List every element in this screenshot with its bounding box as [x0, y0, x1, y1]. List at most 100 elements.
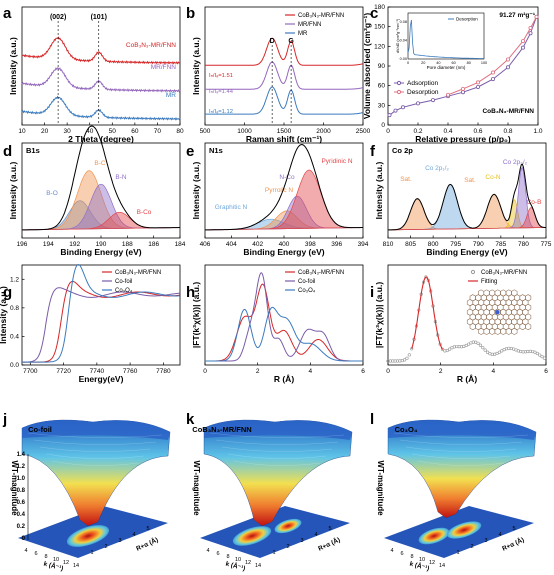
panel-b-xtick-label: 1000: [237, 128, 252, 135]
panel-c-marker: [528, 31, 533, 36]
graphene-hexagon: [469, 323, 476, 331]
panel-i-ylabel: |FT(k³χ(k))| (a.u.): [374, 282, 384, 348]
panel-c-sample-label: CoB₃N₃-MR/FNN: [482, 108, 534, 115]
panel-j-surface-top: [22, 420, 170, 440]
panel-c-marker: [505, 65, 510, 70]
panel-b-annotation: D: [270, 38, 275, 45]
panel-k-zlabel: WT-magnitude: [192, 460, 201, 516]
panel-a-axes: 10 20 30 40 50 60 70 80 2 Theta (degree) Intensit…: [8, 6, 184, 144]
panel-i-data-point: [500, 349, 504, 353]
panel-j-rlabel: R+α (Å): [134, 535, 159, 553]
panel-e-envelope: [205, 143, 363, 231]
panel-letter-e: e: [186, 143, 194, 160]
panel-f-xlabel: Binding Energy (eV): [426, 247, 507, 257]
panel-h-xtick-label: 0: [203, 368, 207, 375]
panel-k-mesh-line: [215, 439, 339, 445]
panel-c-inset-frame: [407, 12, 485, 60]
panel-j-ztick-label: 0.6: [17, 500, 26, 506]
panel-k-ktick-label: 8: [226, 554, 229, 560]
panel-k-hotspot: [232, 526, 272, 546]
panel-c-marker: [528, 25, 533, 30]
panel-letter-h: h: [186, 284, 195, 301]
panel-h-legend-label: CoB₃N₃-MR/FNN: [298, 270, 344, 276]
panel-f-component-label: Co 2p₁/₂: [425, 165, 449, 172]
panel-l-mesh-line: [411, 453, 511, 459]
panel-i-legend-marker: [470, 269, 476, 275]
panel-c-inset-line: [407, 19, 484, 59]
panel-a-xtick-label: 10: [18, 128, 26, 135]
panel-b-ylabel: Intensity (a.u.): [191, 37, 201, 95]
panel-b-xtick-label: 500: [200, 128, 211, 135]
panel-j-ztick-label: 0.4: [17, 512, 26, 518]
panel-g-xtick-label: 7760: [123, 368, 138, 375]
panel-j-ktick-label: 14: [73, 563, 79, 569]
panel-c-inset-xtick: 60: [451, 61, 455, 65]
panel-i-data-point: [533, 350, 537, 354]
panel-h-legend-label: Co-foil: [298, 279, 315, 285]
panel-h-series-line: [205, 306, 363, 362]
panel-c-marker: [490, 70, 495, 75]
panel-c-legend-label: Adsorption: [407, 80, 438, 87]
panel-g-ytick-label: 0.8: [10, 305, 19, 312]
panel-f-xtick-label: 795: [450, 241, 461, 248]
panel-k-rtick-label: 5: [328, 526, 331, 532]
panel-i-data-point: [476, 341, 480, 345]
panel-b-series-line: [205, 86, 363, 115]
panel-h-legend-label: Co₃O₄: [298, 288, 316, 294]
panel-j-ztick-label: 0.8: [17, 488, 26, 494]
panel-c-ytick-label: 0: [381, 122, 385, 129]
panel-j-ktick-label: 8: [44, 554, 47, 560]
panel-c-marker: [460, 86, 465, 91]
panel-c-inset-ytick: 0.00: [400, 57, 407, 61]
panel-c-inset-xtick: 80: [467, 61, 471, 65]
panel-c-marker: [430, 98, 435, 103]
panel-a-xtick-label: 20: [41, 128, 49, 135]
panel-i-xtick-label: 0: [386, 368, 390, 375]
panel-i-data-point: [464, 343, 468, 348]
panel-k-rtick-label: 2: [286, 544, 289, 550]
panel-j-rtick-label: 4: [132, 532, 135, 538]
panel-i-axes: 0 2 4 6 R (Å) |FT(k³χ(k))| (a.u.) CoB₃N₃-MR/FN…: [374, 264, 548, 384]
panel-d-xtick-label: 188: [122, 241, 133, 248]
panel-f-xtick-label: 800: [428, 241, 439, 248]
panel-letter-c: c: [370, 5, 378, 22]
panel-b-ratio: Iₙ/Iₔ=1.12: [209, 109, 233, 115]
panel-j-title: Co-foil: [28, 425, 52, 434]
panel-j-mesh-line: [51, 460, 139, 466]
panel-g-series-line: [22, 280, 180, 363]
panel-f-title: Co 2p: [392, 146, 413, 155]
panel-c-xtick-label: 0.4: [443, 128, 452, 135]
panel-d-xtick-label: 192: [69, 241, 80, 248]
panel-l-rtick-label: 1: [456, 550, 459, 556]
panel-l-mesh-line: [393, 432, 529, 438]
panel-c-xtick-label: 0.6: [473, 128, 482, 135]
panel-a-xtick-label: 50: [109, 128, 117, 135]
panel-c-marker: [393, 108, 398, 113]
panel-a-ylabel: Intensity (a.u.): [8, 37, 18, 95]
panel-l-rlabel: R+α (Å): [500, 535, 525, 553]
panel-j-ktick-label: 6: [34, 551, 37, 557]
panel-d-xtick-label: 184: [175, 241, 186, 248]
panel-a-xtick-label: 40: [86, 128, 94, 135]
panel-g-xtick-label: 7720: [56, 368, 71, 375]
panel-h-xtick-label: 4: [309, 368, 313, 375]
panel-letter-g: g: [3, 284, 12, 301]
panel-e-axes: 406 404 402 400 398 396 394 Binding Energy (eV)…: [191, 142, 369, 257]
panel-k-mesh-line: [221, 446, 333, 452]
panel-g-legend-label: Co-foil: [115, 279, 132, 285]
panel-i-xtick-label: 4: [492, 368, 496, 375]
panel-c-inset-ytick: 0.04: [400, 39, 407, 43]
panel-c-legend-marker: [396, 80, 402, 86]
panel-i-fit-line: [411, 276, 444, 350]
panel-l-hotspot: [446, 521, 482, 539]
panel-b-xtick-label: 1500: [277, 128, 292, 135]
panel-c-ytick-label: 30: [378, 102, 386, 109]
panel-j-rtick-label: 2: [104, 544, 107, 550]
cobalt-atom: [495, 310, 500, 315]
panel-c-legend-label: Desorption: [407, 89, 439, 96]
panel-d-title: B1s: [26, 146, 40, 155]
panel-l-ktick-label: 4: [390, 548, 393, 554]
graphene-hexagon: [505, 327, 512, 335]
